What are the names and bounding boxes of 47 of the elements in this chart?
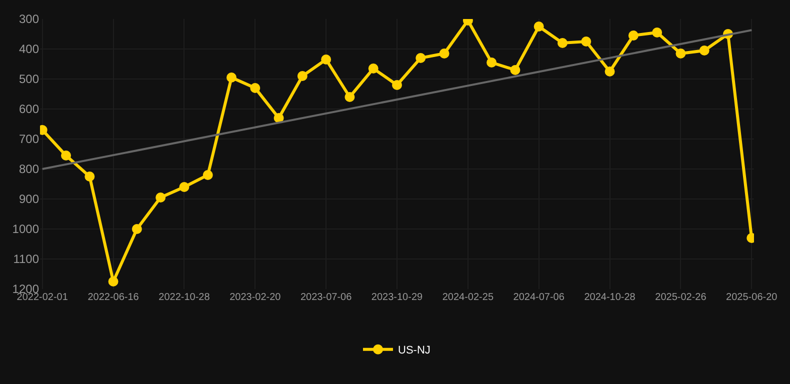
point — [486, 58, 497, 68]
point — [250, 83, 260, 93]
y-tick-label: 300 — [18, 12, 40, 26]
point — [392, 80, 402, 90]
x-tick-label: 2022-06-16 — [88, 292, 140, 303]
y-tick-label: 1100 — [13, 252, 40, 266]
point — [581, 36, 592, 46]
point — [321, 54, 332, 64]
point — [652, 28, 662, 38]
y-tick-label: 1000 — [12, 222, 40, 236]
point — [439, 48, 450, 58]
point — [699, 46, 710, 56]
point — [534, 22, 544, 32]
point — [604, 66, 615, 76]
x-tick-label: 2023-10-29 — [371, 292, 424, 303]
x-tick-label: 2025-06-20 — [726, 292, 778, 303]
point — [344, 92, 355, 102]
point — [558, 38, 568, 48]
legend-label: US-NJ — [398, 344, 430, 357]
point — [676, 48, 686, 58]
point — [108, 276, 118, 286]
point — [202, 170, 213, 180]
y-tick-label: 900 — [18, 192, 40, 206]
y-tick-label: 500 — [18, 72, 40, 86]
y-tick-label: 700 — [18, 132, 40, 146]
y-tick-label: 600 — [18, 102, 40, 116]
point — [628, 30, 638, 40]
point — [510, 65, 520, 75]
x-tick-label: 2022-10-28 — [158, 292, 210, 303]
point — [61, 150, 72, 160]
point — [156, 192, 166, 202]
x-tick-label: 2024-02-25 — [442, 292, 494, 303]
point — [132, 224, 142, 234]
y-tick-label: 400 — [18, 42, 40, 56]
y-tick-label: 800 — [18, 162, 40, 176]
x-tick-label: 2025-02-26 — [655, 292, 707, 303]
x-tick-label: 2024-10-28 — [584, 292, 636, 303]
x-tick-label: 2023-07-06 — [300, 292, 352, 303]
point — [226, 72, 236, 82]
point — [179, 182, 190, 192]
point — [297, 71, 308, 81]
point — [416, 53, 426, 63]
x-tick-label: 2023-02-20 — [230, 292, 282, 303]
point — [368, 64, 378, 74]
point — [84, 172, 95, 182]
x-tick-label: 2024-07-06 — [513, 292, 565, 303]
point — [274, 113, 284, 123]
